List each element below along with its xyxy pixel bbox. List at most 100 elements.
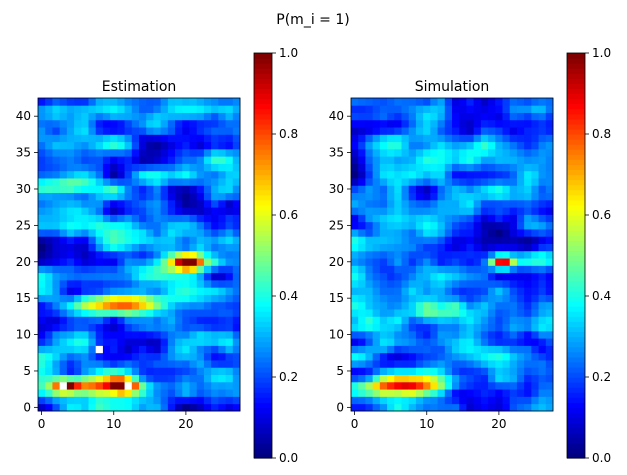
heatmap-cell — [189, 352, 198, 361]
heatmap-cell — [175, 258, 183, 266]
heatmap-cell — [124, 367, 133, 376]
heatmap-cell — [232, 148, 241, 157]
heatmap-cell — [139, 287, 147, 295]
heatmap-cell — [211, 214, 219, 223]
heatmap-cell — [232, 338, 241, 346]
heatmap-cell — [531, 207, 539, 215]
colorbar-segment — [254, 53, 272, 59]
heatmap-cell — [81, 309, 89, 317]
heatmap-cell — [444, 330, 453, 339]
heatmap-cell — [387, 127, 395, 135]
heatmap-cell — [131, 243, 140, 252]
heatmap-cell — [480, 141, 489, 150]
heatmap-cell — [401, 360, 410, 368]
heatmap-cell — [437, 134, 446, 143]
heatmap-cell — [167, 192, 176, 201]
heatmap-cell — [38, 258, 46, 266]
heatmap-cell — [452, 178, 460, 186]
heatmap-cell — [415, 352, 424, 361]
heatmap-cell — [437, 163, 446, 172]
heatmap-cell — [74, 98, 82, 106]
heatmap-cell — [415, 279, 424, 288]
heatmap-cell — [52, 352, 61, 361]
heatmap-cell — [423, 214, 431, 223]
heatmap-cell — [394, 119, 402, 128]
heatmap-cell — [88, 163, 97, 172]
colorbar-segment — [254, 78, 272, 84]
colorbar-segment — [254, 184, 272, 191]
colorbar-segment — [254, 402, 272, 408]
heatmap-cell — [538, 403, 547, 412]
heatmap-cell — [160, 163, 169, 172]
heatmap-cell — [167, 258, 176, 266]
heatmap-cell — [524, 323, 532, 332]
colorbar-frame — [566, 52, 586, 459]
heatmap-cell — [88, 127, 97, 135]
heatmap-cell — [387, 294, 395, 303]
heatmap-cell — [52, 98, 61, 106]
heatmap-cell — [387, 105, 395, 113]
heatmap-cell — [394, 236, 402, 244]
heatmap-cell — [225, 403, 234, 412]
heatmap-cell — [182, 381, 190, 390]
heatmap-cell — [358, 316, 366, 325]
heatmap-cell — [358, 272, 366, 281]
heatmap-cell — [437, 381, 446, 390]
heatmap-cell — [437, 352, 446, 361]
heatmap-cell — [203, 301, 212, 310]
heatmap-cell — [117, 112, 125, 121]
heatmap-cell — [423, 207, 431, 215]
heatmap-cell — [45, 112, 53, 121]
heatmap-cell — [372, 112, 381, 121]
heatmap-cell — [160, 185, 169, 194]
heatmap-cell — [459, 381, 467, 390]
heatmap-cell — [124, 265, 133, 274]
heatmap-cell — [225, 396, 234, 405]
heatmap-cell — [524, 178, 532, 186]
heatmap-cell — [153, 309, 162, 317]
heatmap-cell — [218, 345, 226, 354]
heatmap-cell — [218, 127, 226, 135]
heatmap-cell — [394, 367, 402, 376]
heatmap-cell — [146, 156, 154, 164]
heatmap-cell — [524, 338, 532, 346]
heatmap-cell — [408, 389, 417, 397]
heatmap-cell — [516, 265, 525, 274]
heatmap-cell — [131, 352, 140, 361]
heatmap-cell — [124, 148, 133, 157]
heatmap-cell — [459, 221, 467, 230]
heatmap-cell — [524, 279, 532, 288]
heatmap-cell — [480, 396, 489, 405]
heatmap-cell — [365, 119, 374, 128]
heatmap-cell — [38, 338, 46, 346]
heatmap-cell — [524, 301, 532, 310]
heatmap-cell — [52, 301, 61, 310]
heatmap-cell — [401, 185, 410, 194]
heatmap-cell — [88, 243, 97, 252]
heatmap-cell — [167, 389, 176, 397]
heatmap-cell — [379, 199, 388, 208]
heatmap-cell — [480, 294, 489, 303]
colorbar-segment — [567, 169, 585, 176]
heatmap-cell — [88, 185, 97, 194]
heatmap-cell — [444, 163, 453, 172]
heatmap-cell — [531, 360, 539, 368]
heatmap-cell — [545, 134, 554, 143]
heatmap-cell — [452, 367, 460, 376]
heatmap-cell — [516, 207, 525, 215]
heatmap-cell — [387, 185, 395, 194]
heatmap-cell — [538, 316, 547, 325]
heatmap-cell — [182, 309, 190, 317]
colorbar-segment — [567, 280, 585, 287]
heatmap-cell — [203, 403, 212, 412]
heatmap-cell — [365, 250, 374, 259]
colorbar-tick-label: 0.8 — [279, 127, 298, 141]
colorbar-segment — [254, 442, 272, 449]
heatmap-cell — [218, 185, 226, 194]
heatmap-cell — [545, 178, 554, 186]
heatmap-cell — [430, 352, 438, 361]
heatmap-cell — [401, 396, 410, 405]
heatmap-cell — [117, 148, 125, 157]
heatmap-cell — [95, 98, 104, 106]
heatmap-cell — [401, 98, 410, 106]
